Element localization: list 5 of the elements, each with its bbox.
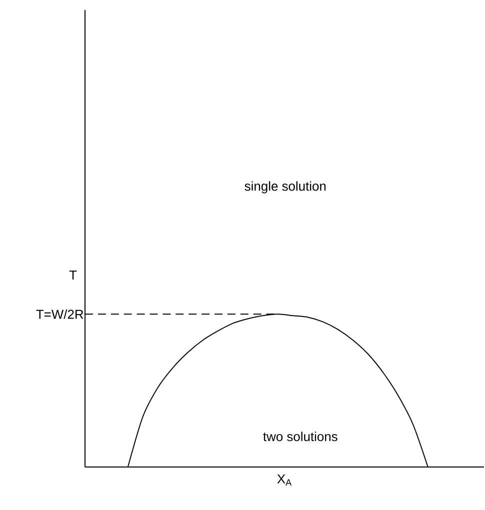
annotation: two solutions	[263, 432, 338, 442]
text: single solution	[244, 181, 326, 194]
ref-line-label: T=W/2R	[36, 309, 84, 319]
x-axis-title: X$_{A}$	[277, 474, 292, 486]
y-axis-title: T	[70, 270, 77, 280]
